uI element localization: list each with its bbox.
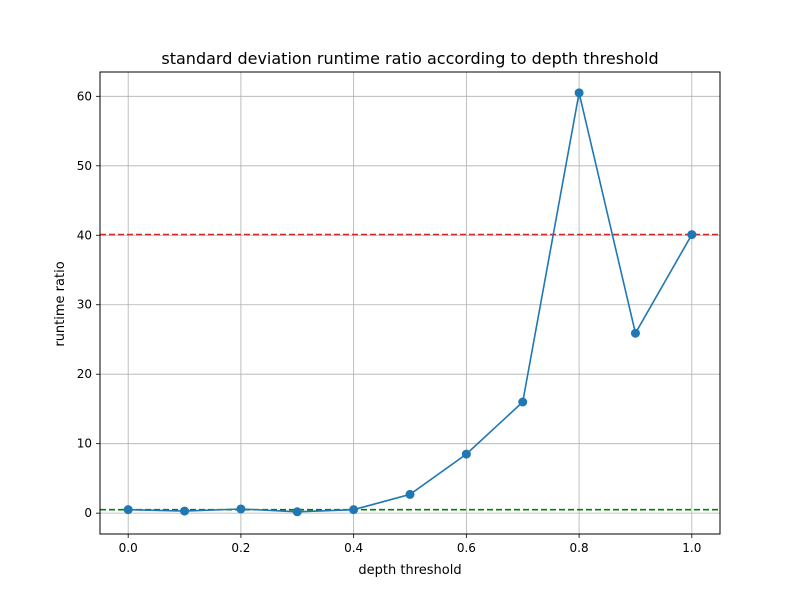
x-tick-label: 0.6: [457, 541, 476, 555]
x-tick-label: 0.8: [570, 541, 589, 555]
data-point: [123, 505, 133, 515]
x-tick-label: 0.0: [119, 541, 138, 555]
y-axis-ticks: 0 10 20 30 40 50 60: [77, 89, 100, 520]
data-point: [405, 489, 415, 499]
y-tick-label: 10: [77, 437, 92, 451]
y-tick-label: 60: [77, 89, 92, 103]
plot-frame: [99, 71, 721, 535]
data-point: [461, 449, 471, 459]
chart-title: standard deviation runtime ratio accordi…: [161, 49, 658, 68]
data-point: [687, 230, 697, 240]
data-point: [180, 506, 190, 516]
y-tick-label: 0: [84, 506, 92, 520]
data-point: [292, 507, 302, 517]
x-tick-label: 0.2: [231, 541, 250, 555]
y-tick-label: 40: [77, 228, 92, 242]
x-axis-ticks: 0.0 0.2 0.4 0.6 0.8 1.0: [119, 534, 701, 555]
data-point: [236, 504, 246, 514]
data-point: [349, 505, 359, 515]
y-axis-label: runtime ratio: [53, 261, 68, 346]
series: [123, 88, 697, 517]
x-tick-label: 1.0: [682, 541, 701, 555]
x-tick-label: 0.4: [344, 541, 363, 555]
y-tick-label: 50: [77, 159, 92, 173]
data-point: [574, 88, 584, 98]
x-axis-label: depth threshold: [358, 563, 461, 578]
y-tick-label: 20: [77, 367, 92, 381]
data-point: [518, 397, 528, 407]
data-point: [630, 328, 640, 338]
y-tick-label: 30: [77, 298, 92, 312]
